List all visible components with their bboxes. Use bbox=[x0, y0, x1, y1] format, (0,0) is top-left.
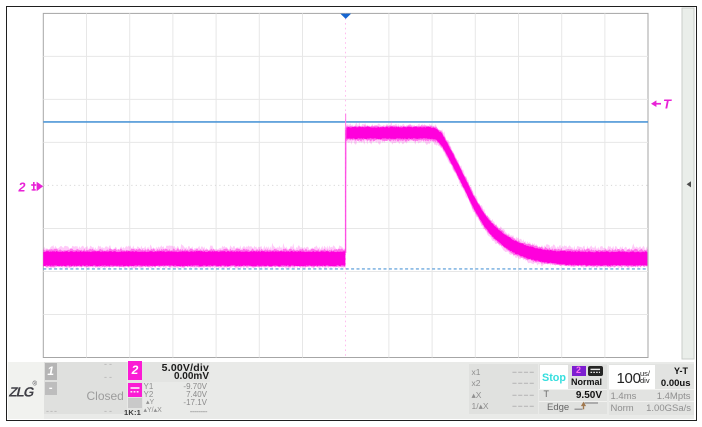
svg-text:2: 2 bbox=[18, 181, 26, 195]
svg-text:T: T bbox=[663, 97, 672, 112]
svg-text:®: ® bbox=[33, 381, 38, 388]
svg-text:ZLG: ZLG bbox=[8, 385, 35, 400]
